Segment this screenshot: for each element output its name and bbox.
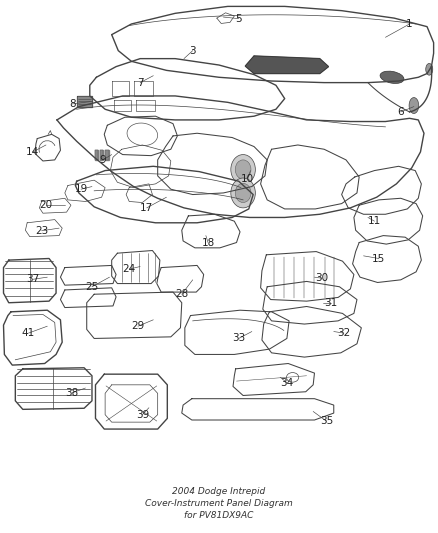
Polygon shape [77,96,92,107]
Circle shape [231,178,255,208]
Text: 17: 17 [140,203,153,213]
Text: 11: 11 [368,216,381,226]
Text: 39: 39 [136,410,149,419]
Text: 3: 3 [189,46,196,55]
Text: 8: 8 [69,99,76,109]
Text: 29: 29 [131,321,145,331]
Polygon shape [105,150,109,160]
Text: 41: 41 [22,328,35,338]
Text: 19: 19 [74,184,88,194]
Circle shape [235,160,251,179]
Text: 20: 20 [39,200,53,210]
Text: 1: 1 [406,19,413,29]
Polygon shape [245,56,328,74]
Circle shape [231,155,255,184]
Text: 35: 35 [320,416,333,426]
Text: 15: 15 [372,254,385,263]
Text: 30: 30 [315,273,328,283]
Circle shape [235,183,251,203]
Text: 6: 6 [397,107,404,117]
Text: 28: 28 [175,289,188,299]
Ellipse shape [409,98,419,114]
Polygon shape [100,150,103,160]
Ellipse shape [426,63,433,75]
Text: 24: 24 [123,264,136,274]
Text: 37: 37 [26,274,39,284]
Text: 18: 18 [201,238,215,247]
Polygon shape [95,150,98,160]
Text: 7: 7 [137,78,144,87]
Text: 38: 38 [66,388,79,398]
Text: 25: 25 [85,282,99,292]
Text: 5: 5 [235,14,242,23]
Text: 14: 14 [26,147,39,157]
Ellipse shape [380,71,404,84]
Text: 32: 32 [337,328,350,338]
Text: 33: 33 [232,334,245,343]
Text: 23: 23 [35,226,48,236]
Text: 2004 Dodge Intrepid
Cover-Instrument Panel Diagram
for PV81DX9AC: 2004 Dodge Intrepid Cover-Instrument Pan… [145,487,293,520]
Text: 34: 34 [280,378,293,387]
Text: 31: 31 [324,298,337,308]
Text: 9: 9 [99,155,106,165]
Text: 10: 10 [241,174,254,183]
